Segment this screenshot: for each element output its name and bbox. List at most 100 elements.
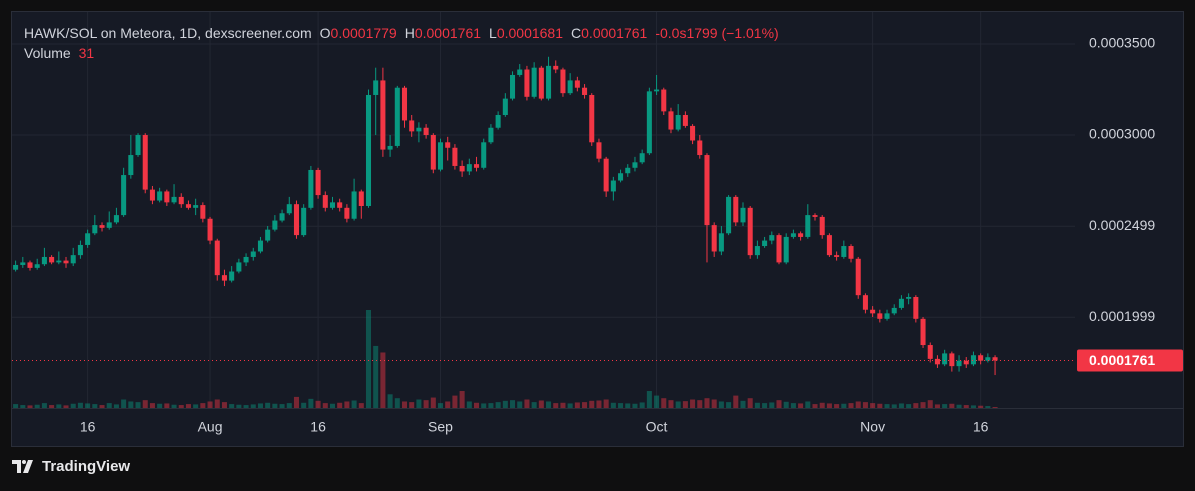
y-tick-label: 0.0003000 xyxy=(1089,126,1155,142)
volume-bar xyxy=(877,403,883,408)
volume-bar xyxy=(257,403,263,408)
candle-body xyxy=(927,345,933,359)
volume-bar xyxy=(963,405,969,408)
volume-bar xyxy=(596,400,602,408)
candle-body xyxy=(697,140,703,156)
candle-body xyxy=(978,355,984,361)
candle-body xyxy=(610,180,616,192)
candle-body xyxy=(437,142,444,170)
candle-body xyxy=(855,258,861,296)
volume-bar xyxy=(841,403,847,408)
volume-bar xyxy=(27,405,33,408)
change-value: -0.0s1799 (−1.01%) xyxy=(655,25,779,41)
candle-body xyxy=(834,255,840,257)
candle-body xyxy=(200,205,206,219)
volume-bar xyxy=(862,402,868,408)
volume-bar xyxy=(286,403,292,408)
candle-body xyxy=(517,69,523,75)
volume-bar xyxy=(884,404,890,408)
volume-bar xyxy=(279,404,285,408)
candle-body xyxy=(142,135,148,190)
volume-bar xyxy=(41,403,47,408)
candle-body xyxy=(805,215,811,237)
volume-bar xyxy=(92,404,98,408)
candle-body xyxy=(301,207,307,236)
volume-bar xyxy=(726,402,732,408)
volume-bar xyxy=(351,400,357,408)
volume-bar xyxy=(906,404,912,408)
volume-bar xyxy=(13,404,19,408)
volume-bar xyxy=(121,399,127,408)
ohlc-values: O0.0001779 H0.0001761 L0.0001681 C0.0001761 xyxy=(312,25,648,41)
volume-bar xyxy=(610,402,616,408)
candle-body xyxy=(121,175,127,216)
candle-body xyxy=(221,275,227,281)
candle-body xyxy=(970,355,976,365)
candle-body xyxy=(870,309,876,314)
candle-body xyxy=(171,196,177,203)
volume-bar xyxy=(113,404,119,408)
volume-bar xyxy=(934,404,940,408)
candle-body xyxy=(582,87,588,95)
candle-body xyxy=(135,135,141,156)
volume-bar xyxy=(949,403,955,408)
candle-body xyxy=(790,233,796,237)
volume-bar xyxy=(747,398,753,408)
candle-body xyxy=(992,357,998,361)
legend-header: HAWK/SOL on Meteora, 1D, dexscreener.com… xyxy=(24,23,779,63)
candle-body xyxy=(646,91,652,154)
volume-bar xyxy=(574,402,580,408)
candle-body xyxy=(891,307,897,314)
candle-body xyxy=(351,191,357,219)
candle-body xyxy=(56,260,62,263)
candle-body xyxy=(654,89,660,92)
candle-body xyxy=(430,135,436,170)
candle-body xyxy=(452,147,458,166)
candle-body xyxy=(20,262,26,265)
candle-body xyxy=(510,74,516,99)
volume-bar xyxy=(920,402,926,408)
volume-bar xyxy=(221,402,227,408)
volume-bar xyxy=(423,400,429,408)
candle-body xyxy=(178,196,184,205)
volume-bar xyxy=(481,403,487,408)
volume-bar xyxy=(661,398,667,408)
volume-bar xyxy=(690,399,696,408)
candle-body xyxy=(423,127,429,136)
candle-body xyxy=(826,235,832,256)
candle-body xyxy=(906,296,912,299)
candle-body xyxy=(293,204,299,236)
last-price-box xyxy=(1077,349,1183,372)
candle-body xyxy=(373,80,379,95)
volume-bar xyxy=(632,403,638,408)
ohlc-value: 0.0001681 xyxy=(496,25,564,41)
volume-bar xyxy=(913,403,919,408)
volume-bar xyxy=(531,402,537,408)
candle-body xyxy=(214,240,220,276)
volume-bar xyxy=(668,400,674,408)
volume-bar xyxy=(603,399,609,408)
volume-bar xyxy=(992,406,998,408)
volume-bar xyxy=(474,402,480,408)
volume-bar xyxy=(567,403,573,408)
candle-body xyxy=(193,205,199,208)
candle-body xyxy=(524,69,530,97)
volume-bar xyxy=(387,394,393,408)
candle-body xyxy=(49,256,55,263)
candle-body xyxy=(603,158,609,192)
candle-body xyxy=(949,353,955,367)
volume-bar xyxy=(445,401,451,408)
candle-body xyxy=(942,353,948,365)
volume-bar xyxy=(63,405,69,408)
volume-bar xyxy=(301,402,307,408)
volume-bar xyxy=(322,403,328,408)
candle-body xyxy=(466,164,472,172)
candle-body xyxy=(985,357,991,361)
volume-bar xyxy=(358,403,364,408)
volume-label: Volume xyxy=(24,45,71,61)
candle-body xyxy=(85,233,91,245)
volume-bar xyxy=(214,399,220,408)
candle-body xyxy=(913,296,919,319)
volume-bar xyxy=(790,403,796,408)
footer-brand[interactable]: TradingView xyxy=(12,458,130,475)
